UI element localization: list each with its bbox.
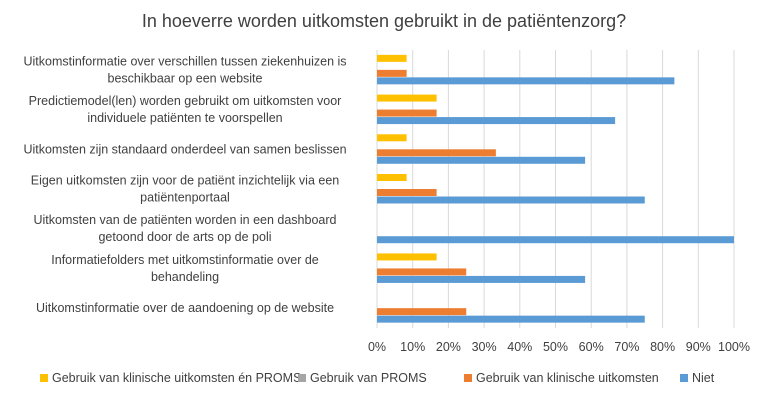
category-label: Informatiefolders met uitkomstinformatie… [51,253,319,267]
x-tick-label: 50% [543,340,568,354]
category-label: beschikbaar op een website [108,71,263,85]
legend-swatch [464,374,472,382]
category-label: Uitkomsten van de patiënten worden in ee… [34,213,337,227]
x-tick-label: 40% [507,340,532,354]
category-label: individuele patiënten te voorspellen [87,111,282,125]
bar [377,189,437,196]
category-label: Eigen uitkomsten zijn voor de patiënt in… [31,174,340,188]
bar [377,134,407,142]
bars [377,54,734,323]
x-tick-label: 80% [650,340,675,354]
x-tick-label: 10% [400,340,425,354]
bar [377,156,586,164]
bar [377,94,437,102]
legend-label: Niet [692,371,715,385]
bar [377,196,645,204]
legend-label: Gebruik van klinische uitkomsten én PROM… [52,371,301,385]
category-label: Uitkomstinformatie over de aandoening op… [36,301,334,315]
bar [377,109,437,117]
category-label: patiëntenportaal [140,191,230,205]
bar [377,308,467,316]
x-tick-label: 60% [579,340,604,354]
bar [377,253,437,261]
bar [377,174,407,181]
bar [377,315,645,323]
legend-swatch [680,374,688,382]
chart-title: In hoeverre worden uitkomsten gebruikt i… [142,11,626,31]
category-labels: Uitkomstinformatie over verschillen tuss… [23,54,346,315]
legend-label: Gebruik van klinische uitkomsten [476,371,659,385]
category-label: Uitkomstinformatie over verschillen tuss… [23,54,346,68]
x-tick-label: 20% [436,340,461,354]
category-label: Predictiemodel(len) worden gebruikt om u… [29,94,342,108]
legend: Gebruik van klinische uitkomsten én PROM… [40,371,715,385]
bar [377,54,407,62]
category-label: behandeling [151,270,219,284]
x-tick-label: 100% [718,340,750,354]
x-tick-label: 0% [368,340,386,354]
bar [377,236,734,244]
x-axis-tick-labels: 0% 10% 20% 30% 40% 50% 60% 70% 80% 90% 100% [368,340,750,354]
bar [377,268,467,276]
category-label: getoond door de arts op de poli [98,230,271,244]
legend-swatch [40,374,48,382]
category-label: Uitkomsten zijn standaard onderdeel van … [23,142,346,156]
x-tick-label: 30% [472,340,497,354]
x-tick-label: 70% [614,340,639,354]
legend-label: Gebruik van PROMS [310,371,427,385]
legend-swatch [298,374,306,382]
bar [377,149,496,157]
bar [377,69,407,77]
bar [377,77,675,85]
x-tick-label: 90% [686,340,711,354]
bar [377,275,586,283]
bar [377,117,616,125]
